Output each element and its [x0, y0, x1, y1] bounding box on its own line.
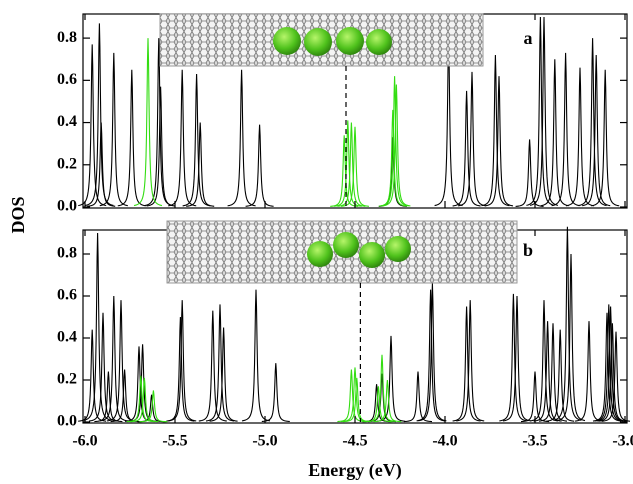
dos-peak: [416, 289, 445, 422]
dos-peak: [99, 295, 128, 422]
y-tick-label: 0.0: [57, 413, 77, 430]
dos-peak: [261, 363, 290, 423]
dos-peak: [526, 16, 555, 206]
dos-peak: [373, 379, 402, 423]
nanotube-inset: [166, 220, 518, 284]
y-tick-label: 0.4: [57, 113, 77, 130]
dos-peak: [333, 120, 362, 207]
y-tick-label: 0.4: [57, 329, 77, 346]
y-tick-label: 0.6: [57, 71, 77, 88]
dos-peak: [245, 124, 274, 207]
dos-peak: [168, 69, 197, 207]
y-tick-label: 0.6: [57, 287, 77, 304]
dos-peak: [380, 76, 409, 207]
dos-peak: [241, 289, 271, 422]
dos-peak: [574, 321, 604, 422]
dos-peak: [227, 69, 256, 207]
panels: 0.0 0.2 0.4 0.6 0.8 0.0 0.2 0.4 0.6 0.8 -6.0 -5.5 -5…: [57, 13, 633, 450]
dos-peak: [367, 354, 397, 422]
dos-peak: [94, 371, 123, 423]
dos-peak: [551, 52, 580, 207]
dos-peak: [578, 38, 607, 207]
y-tick-label: 0.8: [57, 29, 77, 46]
dos-peak: [452, 90, 481, 207]
panel-label: b: [523, 240, 533, 260]
x-tick-label: -5.5: [162, 433, 187, 450]
y-tick-label: 0.0: [57, 198, 77, 215]
y-tick-label: 0.2: [57, 155, 77, 172]
dos-peak: [538, 323, 568, 422]
dos-peak: [337, 122, 366, 207]
dos-peak: [452, 306, 481, 422]
x-tick-label: -6.0: [72, 433, 97, 450]
x-tick-label: -5.0: [252, 433, 277, 450]
dos-peak: [186, 122, 215, 207]
dos-peak: [520, 371, 550, 423]
x-tick-label: -3.5: [522, 433, 547, 450]
dos-peak: [565, 67, 595, 207]
dos-peak: [502, 295, 532, 422]
dos-peak: [591, 69, 620, 207]
panel-label: a: [524, 28, 533, 48]
dos-peak: [457, 71, 487, 207]
x-tick-label: -4.5: [342, 433, 367, 450]
y-axis-label: DOS: [8, 196, 28, 233]
dos-peak: [582, 54, 611, 207]
dos-peak: [117, 69, 146, 207]
dos-peak: [546, 329, 575, 422]
dos-peak: [168, 300, 197, 422]
x-tick-label: -3.0: [612, 433, 633, 450]
overlay: ab: [345, 28, 533, 422]
dos-peak: [484, 76, 514, 207]
dos-peak: [553, 226, 582, 421]
dos-peak: [99, 52, 128, 207]
dos-peak: [367, 373, 397, 423]
nanotube-inset: [159, 13, 484, 67]
dos-peak: [515, 139, 544, 207]
dos-peak: [456, 300, 485, 422]
dos-peak: [209, 327, 238, 422]
dos-peak: [481, 54, 510, 207]
dos-peak: [556, 253, 586, 422]
dos-peak: [139, 390, 168, 423]
dos-peak: [110, 369, 139, 423]
dos-peak: [540, 59, 569, 207]
y-tick-label: 0.8: [57, 245, 77, 262]
x-tick-label: -4.0: [432, 433, 457, 450]
dos-peak: [85, 23, 114, 206]
dos-peak: [182, 73, 211, 207]
dos-peak: [78, 44, 107, 207]
dos-peak: [382, 84, 411, 207]
dos-peak: [403, 371, 433, 423]
dos-peak: [598, 323, 627, 422]
x-axis-label: Energy (eV): [308, 460, 401, 481]
dos-peak: [133, 38, 163, 207]
dos-peak: [87, 122, 116, 207]
y-tick-label: 0.2: [57, 371, 77, 388]
dos-peak: [499, 293, 528, 422]
dos-peak: [198, 310, 227, 422]
dos-peak: [594, 304, 623, 422]
dos-peak: [130, 377, 159, 423]
dos-peak: [340, 367, 370, 423]
dos-peak: [205, 304, 235, 422]
dos-peak: [146, 86, 175, 207]
